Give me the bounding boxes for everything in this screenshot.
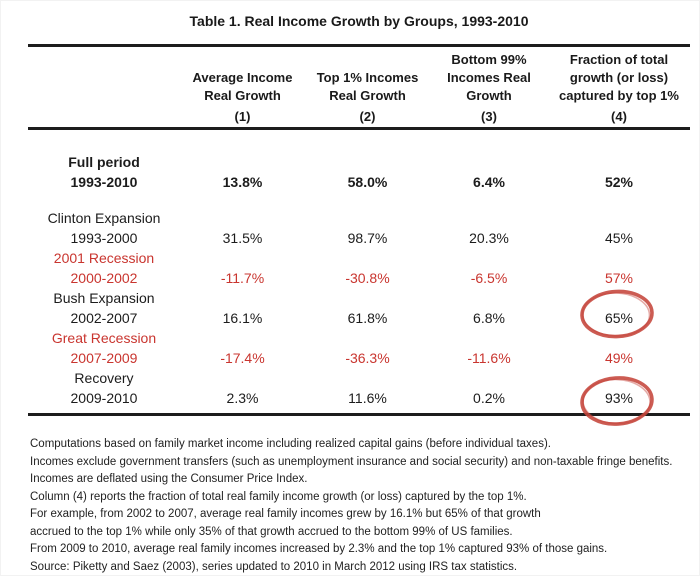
col-header-number: (2)	[359, 109, 376, 124]
col-header-label: Average Income Real Growth	[192, 70, 293, 103]
col-header-number: (4)	[611, 109, 627, 124]
cell-fraction: 57%	[604, 270, 634, 286]
col-header-fraction-top1: Fraction of total growth (or loss) captu…	[548, 47, 690, 127]
row-label: Great Recession 2007-2009	[28, 328, 180, 368]
col-header-number: (3)	[481, 109, 497, 124]
footnote-line: For example, from 2002 to 2007, average …	[30, 508, 541, 520]
row-name: Recovery	[74, 370, 134, 386]
cell-fraction-circled: 93%	[604, 390, 634, 406]
row-name: Full period	[68, 154, 140, 170]
cell-bottom99: -11.6%	[467, 350, 511, 366]
cell-avg-income: 2.3%	[226, 390, 259, 406]
cell-bottom99: 0.2%	[473, 390, 505, 406]
row-name: Bush Expansion	[53, 290, 155, 306]
table-title: Table 1. Real Income Growth by Groups, 1…	[189, 13, 529, 29]
row-name: Clinton Expansion	[47, 210, 161, 226]
cell-top1: 61.8%	[347, 310, 388, 326]
col-header-top1-incomes: Top 1% Incomes Real Growth (2)	[305, 47, 430, 127]
footnote-line: From 2009 to 2010, average real family i…	[30, 543, 608, 555]
cell-bottom99: 6.4%	[473, 174, 505, 190]
row-period: 2000-2002	[70, 270, 138, 286]
table-row-2001-recession: 2001 Recession 2000-2002 -11.7% -30.8% -…	[28, 248, 690, 288]
table-header-row: Average Income Real Growth (1) Top 1% In…	[28, 47, 690, 127]
bottom-rule	[28, 413, 690, 416]
col-header-bottom99-incomes: Bottom 99% Incomes Real Growth (3)	[430, 47, 548, 127]
row-label: Clinton Expansion 1993-2000	[28, 208, 180, 248]
row-label: Bush Expansion 2002-2007	[28, 288, 180, 328]
row-name: 2001 Recession	[53, 250, 155, 266]
cell-top1: -30.8%	[345, 270, 390, 286]
row-label: 2001 Recession 2000-2002	[28, 248, 180, 288]
table-row-recovery: Recovery 2009-2010 2.3% 11.6% 0.2% 93%	[28, 368, 690, 408]
cell-fraction-circled: 65%	[604, 310, 634, 326]
cell-top1: 58.0%	[347, 174, 388, 190]
col-header-label: Top 1% Incomes Real Growth	[316, 70, 419, 103]
cell-avg-income: 16.1%	[222, 310, 263, 326]
row-label-header-cell-empty	[28, 47, 180, 127]
cell-bottom99: -6.5%	[470, 270, 508, 286]
footnote-line: Incomes are deflated using the Consumer …	[30, 473, 308, 485]
col-header-label: Fraction of total growth (or loss) captu…	[559, 52, 679, 103]
footnote-line: Incomes exclude government transfers (su…	[30, 455, 673, 468]
cell-fraction: 49%	[604, 350, 634, 366]
row-period: 1993-2010	[70, 174, 138, 190]
cell-avg-income: 13.8%	[222, 174, 263, 190]
cell-avg-income: -17.4%	[220, 350, 265, 366]
footnote-line: Column (4) reports the fraction of total…	[30, 490, 527, 503]
footnotes: Computations based on family market inco…	[30, 436, 680, 576]
row-label: Recovery 2009-2010	[28, 368, 180, 408]
col-header-number: (1)	[234, 109, 251, 124]
cell-bottom99: 20.3%	[469, 230, 509, 246]
row-period: 2002-2007	[70, 310, 138, 326]
row-label: Full period 1993-2010	[28, 152, 180, 192]
table-row-bush-expansion: Bush Expansion 2002-2007 16.1% 61.8% 6.8…	[28, 288, 690, 328]
cell-top1: 98.7%	[347, 230, 388, 246]
header-rule	[28, 127, 690, 130]
table-row-great-recession: Great Recession 2007-2009 -17.4% -36.3% …	[28, 328, 690, 368]
footnote-line: Source: Piketty and Saez (2003), series …	[30, 560, 518, 573]
col-header-average-income: Average Income Real Growth (1)	[180, 47, 305, 127]
cell-top1: -36.3%	[345, 350, 390, 366]
footnote-line: accrued to the top 1% while only 35% of …	[30, 525, 513, 538]
footnote-line: Computations based on family market inco…	[30, 438, 551, 450]
table-row-clinton-expansion: Clinton Expansion 1993-2000 31.5% 98.7% …	[28, 208, 690, 248]
col-header-label: Bottom 99% Incomes Real Growth	[447, 52, 531, 103]
row-name: Great Recession	[51, 330, 157, 346]
cell-bottom99: 6.8%	[473, 310, 505, 326]
cell-fraction: 52%	[604, 174, 634, 190]
top-rule	[28, 44, 690, 47]
cell-top1: 11.6%	[348, 390, 387, 406]
table-row-full-period: Full period 1993-2010 13.8% 58.0% 6.4% 5…	[28, 152, 690, 192]
cell-fraction: 45%	[604, 230, 634, 246]
row-period: 1993-2000	[70, 230, 138, 246]
row-period: 2007-2009	[70, 350, 138, 366]
cell-avg-income: -11.7%	[220, 270, 265, 286]
row-period: 2009-2010	[70, 390, 138, 406]
cell-avg-income: 31.5%	[222, 230, 263, 246]
